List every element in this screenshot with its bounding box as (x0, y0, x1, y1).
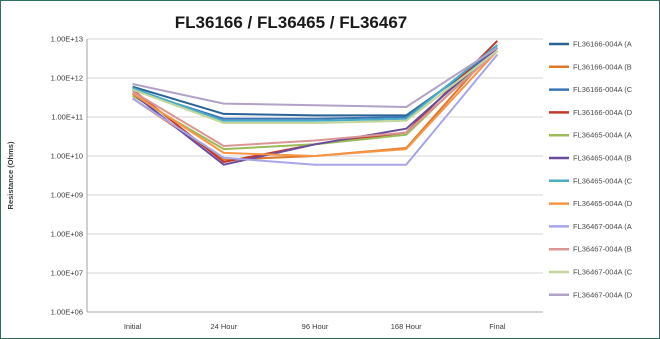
x-tick-label: 24 Hour (210, 322, 237, 331)
series-line (132, 49, 499, 124)
y-tick-label: 1.00E+13 (51, 35, 83, 44)
y-tick-label: 1.00E+09 (51, 191, 83, 200)
x-tick-label: Initial (124, 322, 142, 331)
series-line (132, 50, 499, 157)
x-tick-label: 168 Hour (391, 322, 422, 331)
series-line (132, 53, 499, 166)
y-tick-label: 1.00E+08 (51, 230, 83, 239)
legend-item-label: FL36465-004A (D (573, 199, 633, 208)
x-tick-label: Final (489, 322, 506, 331)
x-tick-label: 96 Hour (302, 322, 329, 331)
legend-item-label: FL36166-004A (D (573, 108, 633, 117)
series-lines (131, 40, 499, 166)
legend-item-label: FL36467-004A (C (573, 268, 633, 277)
y-tick-label: 1.00E+06 (51, 308, 83, 317)
axes: 1.00E+06 1.00E+07 1.00E+08 1.00E+09 1.00E+10… (51, 35, 543, 331)
legend-item-label: FL36465-004A (C (573, 176, 633, 185)
series-line (131, 46, 499, 166)
series-line (132, 44, 499, 122)
legend-item-label: FL36467-004A (B (573, 245, 632, 254)
legend-item-label: FL36467-004A (D (573, 290, 633, 299)
legend-item-label: FL36465-004A (B (573, 154, 632, 163)
legend-item-label: FL36166-004A (B (573, 62, 632, 71)
legend-item-label: FL36166-004A (C (573, 85, 633, 94)
legend-item-label: FL36166-004A (A (573, 40, 632, 49)
series-line (132, 49, 499, 147)
y-tick-label: 1.00E+07 (51, 269, 83, 278)
chart-title: FL36166 / FL36465 / FL36467 (175, 13, 407, 32)
series-line (132, 46, 498, 108)
legend-item-label: FL36467-004A (A (573, 222, 632, 231)
legend-item-label: FL36465-004A (A (573, 131, 632, 140)
y-tick-label: 1.00E+10 (51, 152, 83, 161)
y-axis-title: Resistance (Ohms) (6, 141, 15, 209)
y-tick-label: 1.00E+12 (51, 74, 83, 83)
y-tick-label: 1.00E+11 (51, 113, 83, 122)
legend: FL36166-004A (A FL36166-004A (B FL36166-00… (549, 40, 633, 299)
